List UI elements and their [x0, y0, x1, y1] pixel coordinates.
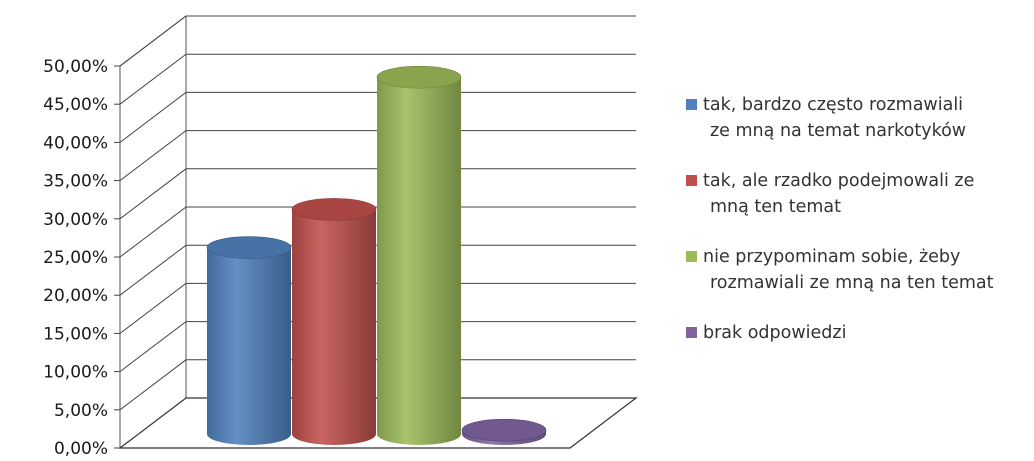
- gridline: [119, 91, 636, 143]
- legend-label: rozmawiali ze mną na ten temat: [710, 273, 994, 293]
- gridline: [119, 359, 636, 411]
- legend-label: nie przypominam sobie, żeby: [703, 247, 960, 267]
- y-axis: 0,00% 5,00% 10,00% 15,00% 20,00% 25,00% 30,00%…: [43, 57, 120, 459]
- bar-top: [461, 418, 547, 442]
- y-tick-label: 40,00%: [43, 133, 108, 153]
- y-tick-label: 45,00%: [43, 95, 108, 115]
- y-tick-label: 15,00%: [43, 324, 108, 344]
- bar: [291, 198, 377, 445]
- legend-label: tak, ale rzadko podejmowali ze: [703, 171, 974, 191]
- gridline: [119, 168, 636, 220]
- gridline: [119, 321, 636, 372]
- bar-top: [291, 198, 377, 221]
- floor: [118, 397, 638, 449]
- y-tick-label: 35,00%: [43, 172, 108, 192]
- legend: tak, bardzo często rozmawiali ze mną na t…: [686, 95, 994, 343]
- gridline: [119, 53, 636, 105]
- y-tick-label: 25,00%: [43, 248, 108, 268]
- legend-label: tak, bardzo często rozmawiali: [703, 95, 963, 115]
- legend-label: ze mną na temat narkotyków: [710, 121, 966, 141]
- legend-item: tak, ale rzadko podejmowali ze mną ten te…: [686, 171, 974, 217]
- bar-body: [292, 209, 376, 445]
- bar: [461, 418, 547, 445]
- bar-body: [377, 77, 461, 445]
- y-tick-label: 50,00%: [43, 57, 108, 77]
- legend-item: tak, bardzo często rozmawiali ze mną na t…: [686, 95, 966, 141]
- y-tick-label: 20,00%: [43, 286, 108, 306]
- y-tick-label: 0,00%: [54, 439, 108, 459]
- legend-item: brak odpowiedzi: [686, 323, 846, 343]
- bars: [206, 65, 547, 445]
- y-tick-label: 30,00%: [43, 210, 108, 230]
- gridline: [119, 15, 636, 67]
- legend-label: mną ten temat: [710, 197, 841, 217]
- bar-top: [376, 65, 462, 89]
- gridline: [119, 130, 636, 181]
- bar: [206, 236, 292, 445]
- legend-swatch: [686, 251, 697, 262]
- legend-label: brak odpowiedzi: [703, 323, 846, 343]
- legend-swatch: [686, 175, 697, 186]
- bar: [376, 65, 462, 445]
- legend-swatch: [686, 99, 697, 110]
- gridline: [119, 244, 636, 296]
- y-tick-label: 5,00%: [54, 401, 108, 421]
- bar-top: [206, 236, 292, 259]
- y-tick-label: 10,00%: [43, 363, 108, 383]
- gridline: [119, 206, 636, 258]
- gridline: [119, 282, 636, 334]
- legend-item: nie przypominam sobie, żeby rozmawiali ze…: [686, 247, 994, 293]
- legend-swatch: [686, 327, 697, 338]
- bar-body: [207, 247, 291, 445]
- gridlines: [118, 15, 638, 449]
